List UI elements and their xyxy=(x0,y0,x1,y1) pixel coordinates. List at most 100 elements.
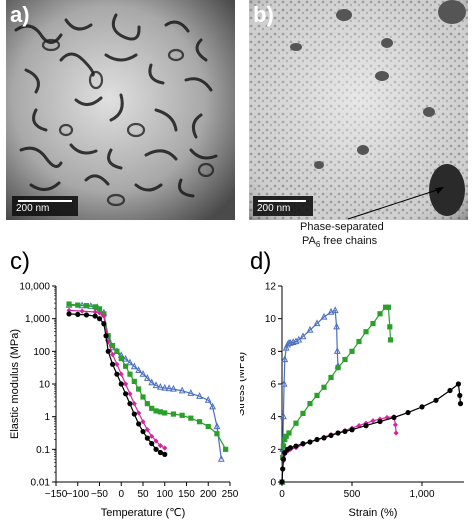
x-tick-label: 0 xyxy=(118,489,124,500)
data-point-black xyxy=(287,445,293,451)
data-point-green xyxy=(223,446,229,452)
x-tick-label: 100 xyxy=(156,489,173,500)
data-point-magenta xyxy=(66,307,72,313)
data-point-green xyxy=(377,311,383,317)
data-point-green xyxy=(335,365,341,371)
data-point-black xyxy=(455,381,461,387)
data-point-blue xyxy=(178,386,186,394)
series-line-blue xyxy=(281,309,339,483)
data-point-green xyxy=(144,401,150,407)
data-point-black xyxy=(109,361,116,367)
y-tick-label: 6 xyxy=(270,380,276,391)
data-point-blue xyxy=(122,354,130,362)
panel-label-a: a) xyxy=(10,2,30,27)
data-point-blue xyxy=(313,319,321,327)
y-tick-label: 12 xyxy=(265,282,277,293)
data-point-green xyxy=(385,304,391,310)
annotation-arrow xyxy=(347,187,444,220)
data-point-green xyxy=(123,363,129,369)
data-point-green xyxy=(96,306,103,312)
data-point-magenta xyxy=(393,430,399,436)
annotation-suffix: free chains xyxy=(320,235,378,247)
data-point-black xyxy=(75,311,81,318)
data-point-black xyxy=(127,401,133,407)
x-tick-label: 200 xyxy=(200,489,217,500)
data-point-green xyxy=(162,410,168,416)
tem-image-a xyxy=(6,0,235,220)
data-point-black xyxy=(136,421,142,427)
chart-d: 0 500 1,000 0 2 4 6 8 10 12 Strain (%) Stress (MPa) xyxy=(240,282,464,519)
data-point-magenta xyxy=(136,410,142,416)
y-tick-label: 8 xyxy=(270,347,276,358)
data-point-blue xyxy=(135,366,143,374)
data-point-black xyxy=(342,428,348,434)
data-point-blue xyxy=(295,335,303,343)
data-point-blue xyxy=(213,422,221,430)
data-point-blue xyxy=(126,358,134,366)
data-point-green xyxy=(188,415,194,421)
annotation-text: Phase-separated PA6 free chains xyxy=(300,220,384,252)
x-tick-label: 500 xyxy=(344,489,361,500)
data-point-black xyxy=(162,451,168,457)
annotation-line-2: PA6 free chains xyxy=(300,234,384,252)
y-tick-label: 10,000 xyxy=(19,282,50,293)
annotation-sub: 6 xyxy=(315,240,321,250)
data-point-green xyxy=(140,394,146,400)
data-point-green xyxy=(75,302,81,308)
data-point-black xyxy=(433,397,439,403)
series-black xyxy=(279,381,464,485)
annotation-line-1: Phase-separated xyxy=(300,221,384,233)
data-point-blue xyxy=(130,362,138,370)
data-point-green xyxy=(153,408,159,414)
data-point-green xyxy=(205,423,211,430)
data-point-black xyxy=(66,311,72,317)
y-tick-label: 1,000 xyxy=(25,314,50,325)
data-point-green xyxy=(127,371,133,377)
panel-label-c: c) xyxy=(10,248,30,275)
chart-c: −150 −100 −50 0 50 100 150 200 250 0.01 0.1 1 10 100 1… xyxy=(9,282,239,520)
data-point-magenta xyxy=(114,361,120,367)
data-point-blue xyxy=(143,374,151,381)
data-point-green xyxy=(321,384,327,390)
data-point-green xyxy=(114,348,120,354)
data-point-green xyxy=(363,329,369,335)
data-point-blue xyxy=(333,347,341,354)
data-point-green xyxy=(170,411,177,417)
data-point-black xyxy=(280,456,286,462)
data-point-black xyxy=(103,333,109,339)
data-point-blue xyxy=(333,322,341,330)
y-tick-label: 0 xyxy=(270,478,276,489)
data-point-black xyxy=(293,443,299,449)
data-point-blue xyxy=(156,382,164,390)
y-tick-label: 0.01 xyxy=(31,478,51,489)
series-blue xyxy=(278,306,342,485)
x-tick-label: 250 xyxy=(222,489,239,500)
data-point-black xyxy=(149,440,155,447)
y-axis-label: Stress (MPa) xyxy=(240,352,247,416)
data-point-blue xyxy=(327,307,335,315)
data-point-blue xyxy=(152,381,160,389)
data-point-blue xyxy=(209,402,217,410)
data-point-black xyxy=(405,409,411,416)
x-tick-label: 0 xyxy=(279,489,285,500)
x-tick-label: −50 xyxy=(91,489,108,500)
data-point-green xyxy=(283,433,289,439)
data-point-magenta xyxy=(127,391,133,397)
panel-b: b) 200 nm xyxy=(249,0,468,220)
x-tick-label: −150 xyxy=(45,489,68,500)
data-point-green xyxy=(149,405,155,411)
data-point-magenta xyxy=(140,419,146,425)
data-point-black xyxy=(447,387,453,394)
data-point-green xyxy=(307,401,313,407)
data-point-blue xyxy=(170,384,177,392)
data-point-blue xyxy=(292,337,300,345)
data-point-black xyxy=(92,313,98,319)
data-point-green xyxy=(131,378,137,385)
data-point-black xyxy=(363,423,369,429)
data-point-green xyxy=(196,419,203,425)
tem-image-b xyxy=(249,0,468,220)
data-point-green xyxy=(383,304,389,310)
data-point-black xyxy=(144,435,150,441)
panel-label-d: d) xyxy=(250,248,272,275)
data-point-green xyxy=(387,337,394,343)
